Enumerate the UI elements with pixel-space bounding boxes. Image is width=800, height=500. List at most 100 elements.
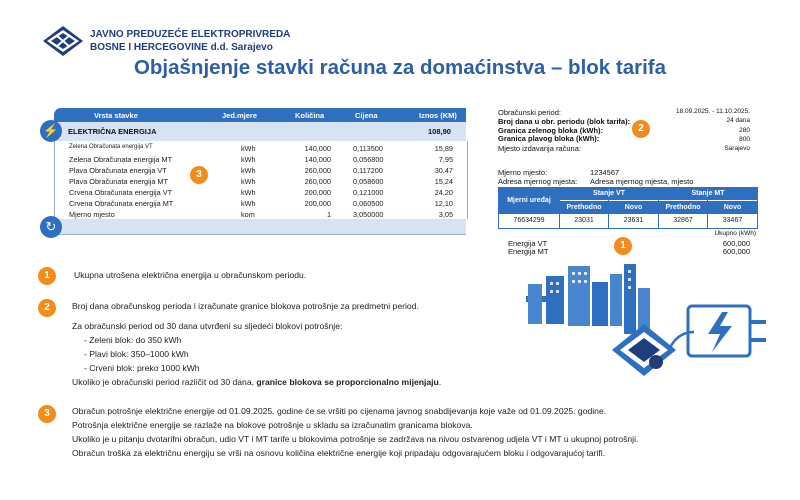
section-row: ELEKTRIČNA ENERGIJA 108,90 (54, 122, 466, 141)
table-row: Plava Obračunata energija MT kWh 260,000… (55, 177, 467, 188)
note-3-line4: Obračun troška za električnu energiju se… (72, 448, 606, 458)
note-2-line2: Za obračunski period od 30 dana utvrđeni… (72, 321, 343, 331)
row-unit: kWh (241, 199, 256, 208)
meter-address-value: Adresa mjernog mjesta, mjesto (590, 177, 694, 186)
divider (658, 188, 659, 228)
row-qty: 1 (326, 210, 331, 219)
note-3-line3: Ukoliko je u pitanju dvotarifni obračun,… (72, 434, 639, 444)
row-amount: 3,05 (438, 210, 453, 219)
badge-1-energy: 1 (614, 237, 632, 255)
row-qty: 200,000 (304, 188, 331, 197)
note-2-red-block: - Crveni blok: preko 1000 kWh (84, 363, 200, 373)
row-item: Plava Obračunata energija MT (69, 177, 168, 186)
row-price: 0,117200 (353, 166, 383, 175)
row-item: Plava Obračunata energija VT (69, 166, 167, 175)
row-item: Zelena Obračunata energija MT (69, 155, 173, 164)
row-price: 0,121000 (353, 188, 384, 197)
row-qty: 140,000 (304, 155, 331, 164)
row-qty: 140,000 (304, 144, 331, 153)
row-amount: 15,89 (434, 144, 453, 153)
row-price: 0,058600 (353, 177, 384, 186)
billing-info: Obračunski period: 18.09.2025. - 11.10.2… (498, 108, 756, 158)
section-total: 108,90 (428, 127, 451, 136)
company-name: JAVNO PREDUZEĆE ELEKTROPRIVREDA BOSNE I … (90, 28, 290, 54)
mt-prev-value: 32867 (673, 217, 693, 224)
green-block-label: Granica zelenog bloka (kWh): (498, 126, 604, 135)
mt-new-value: 33467 (722, 217, 743, 224)
row-unit: kWh (241, 166, 256, 175)
table-row: Plava Obračunata energija VT kWh 260,000… (55, 166, 467, 177)
col-header-unit: Jed.mjere (222, 111, 258, 120)
mt-new-header: Novo (708, 201, 757, 214)
note-2-blue-block: - Plavi blok: 350–1000 kWh (84, 349, 189, 359)
row-price: 0,113500 (353, 144, 383, 153)
note-3-line2: Potrošnja električne energije se razlaže… (72, 420, 473, 430)
row-unit: kWh (241, 188, 256, 197)
period-label: Obračunski period: (498, 108, 561, 117)
days-value: 24 dana (726, 117, 751, 124)
badge-3-table: 3 (190, 166, 208, 184)
col-header-amount: Iznos (KM) (419, 111, 457, 120)
table-body: Zelena Obračunata energija VT kWh 140,00… (54, 141, 468, 219)
meter-device-header: Mjerni uređaj (499, 188, 559, 214)
row-item: Crvena Obračunata energija MT (69, 199, 174, 208)
note-2-last-b: granice blokova se proporcionalno mijenj… (256, 377, 439, 387)
table-footer (54, 219, 466, 235)
lightning-icon: ⚡ (40, 120, 62, 142)
blue-block-label: Granica plavog bloka (kWh): (498, 134, 600, 143)
row-unit: kWh (241, 144, 256, 153)
row-qty: 260,000 (304, 166, 331, 175)
blue-block-value: 800 (739, 136, 750, 143)
divider (608, 200, 609, 228)
total-label: Ukupno (kWh) (714, 230, 756, 237)
mt-prev-header: Prethodno (659, 201, 707, 214)
energy-mt-value: 600,000 (722, 247, 750, 256)
row-qty: 200,000 (304, 199, 331, 208)
mt-header: Stanje MT (659, 188, 757, 200)
divider (707, 200, 708, 228)
meter-info: Mjerno mjesto: 1234567 Adresa mjernog mj… (498, 168, 756, 186)
table-row: Zelena Obračunata energija VT kWh 140,00… (55, 144, 467, 155)
section-label: ELEKTRIČNA ENERGIJA (68, 127, 157, 136)
note-2-last-a: Ukoliko je obračunski period različit od… (72, 377, 257, 387)
place-label: Mjesto izdavanja računa: (498, 144, 581, 153)
divider (559, 188, 560, 228)
row-price: 0,056800 (353, 155, 384, 164)
table-row: Mjerno mjesto kom 1 3,050000 3,05 (55, 210, 467, 221)
row-unit: kWh (241, 177, 256, 186)
days-label: Broj dana u obr. periodu (blok tarifa): (498, 117, 631, 126)
vt-new-value: 23631 (623, 217, 644, 224)
badge-3-note: 3 (38, 405, 56, 423)
row-item: Zelena Obračunata energija VT (69, 144, 153, 150)
page-title: Objašnjenje stavki računa za domaćinstva… (133, 56, 667, 79)
row-unit: kom (241, 210, 255, 219)
meter-address-label: Adresa mjernog mjesta: (498, 177, 578, 186)
row-price: 0,060500 (353, 199, 384, 208)
row-amount: 15,24 (434, 177, 453, 186)
badge-2-info: 2 (632, 120, 650, 138)
row-amount: 7,95 (438, 155, 453, 164)
row-amount: 12,10 (434, 199, 453, 208)
table-row: Crvena Obračunata energija VT kWh 200,00… (55, 188, 467, 199)
vt-new-header: Novo (609, 201, 658, 214)
row-price: 3,050000 (353, 210, 384, 219)
period-value: 18.09.2025. - 11.10.2025. (676, 108, 750, 115)
energy-mt-label: Energija MT (508, 247, 549, 256)
energy-vt-label: Energija VT (508, 239, 548, 248)
meter-readings-table: Mjerni uređaj Stanje VT Stanje MT Pretho… (498, 187, 758, 229)
energy-totals: Ukupno (kWh) Energija VT 600,000 Energij… (498, 230, 756, 258)
badge-1-note: 1 (38, 267, 56, 285)
refresh-icon: ↻ (40, 216, 62, 238)
vt-prev-header: Prethodno (560, 201, 608, 214)
row-qty: 260,000 (304, 177, 331, 186)
company-logo (42, 25, 84, 57)
city-energy-illustration (526, 262, 792, 402)
badge-2-note: 2 (38, 299, 56, 317)
col-header-price: Cijena (355, 111, 378, 120)
meter-device-value: 76634299 (513, 217, 545, 224)
note-1: Ukupna utrošena električna energija u ob… (74, 270, 307, 280)
row-amount: 30,47 (434, 166, 453, 175)
row-item: Crvena Obračunata energija VT (69, 188, 173, 197)
place-value: Sarajevo (724, 145, 750, 152)
col-header-item: Vrsta stavke (94, 111, 138, 120)
